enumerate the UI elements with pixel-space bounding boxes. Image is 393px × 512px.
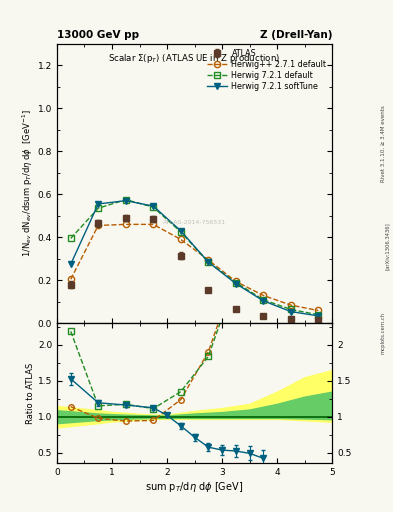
Text: mcplots.cern.ch: mcplots.cern.ch [381,312,386,354]
Y-axis label: 1/N$_{ev}$ dN$_{ev}$/dsum p$_T$/d$\eta$ d$\phi$  [GeV$^{-1}$]: 1/N$_{ev}$ dN$_{ev}$/dsum p$_T$/d$\eta$ … [20,110,35,258]
Herwig 7.2.1 default [151,204,156,210]
Herwig 7.2.1 softTune [96,201,101,207]
Herwig 7.2.1 softTune [123,198,128,204]
Herwig 7.2.1 default [261,296,266,303]
X-axis label: sum p$_T$/d$\eta$ d$\phi$ [GeV]: sum p$_T$/d$\eta$ d$\phi$ [GeV] [145,480,244,494]
Herwig 7.2.1 default [68,236,73,242]
Text: Scalar $\Sigma$(p$_T$) (ATLAS UE in Z production): Scalar $\Sigma$(p$_T$) (ATLAS UE in Z pr… [108,52,281,65]
Text: ATLAS-2014-756531: ATLAS-2014-756531 [163,220,226,225]
Line: Herwig 7.2.1 default: Herwig 7.2.1 default [68,197,321,318]
Y-axis label: Ratio to ATLAS: Ratio to ATLAS [26,363,35,424]
Herwig 7.2.1 default [123,197,128,203]
Herwig 7.2.1 softTune [206,259,211,265]
Herwig 7.2.1 default [206,259,211,265]
Herwig 7.2.1 softTune [233,281,238,287]
Herwig++ 2.7.1 default [178,237,183,243]
Herwig++ 2.7.1 default [288,302,293,308]
Herwig 7.2.1 default [233,280,238,286]
Line: Herwig++ 2.7.1 default: Herwig++ 2.7.1 default [68,221,321,314]
Herwig 7.2.1 softTune [261,298,266,304]
Herwig 7.2.1 softTune [68,261,73,267]
Herwig++ 2.7.1 default [261,292,266,298]
Legend: ATLAS, Herwig++ 2.7.1 default, Herwig 7.2.1 default, Herwig 7.2.1 softTune: ATLAS, Herwig++ 2.7.1 default, Herwig 7.… [204,46,330,94]
Herwig 7.2.1 softTune [151,203,156,209]
Herwig++ 2.7.1 default [123,221,128,227]
Text: 13000 GeV pp: 13000 GeV pp [57,30,139,40]
Herwig 7.2.1 default [96,205,101,211]
Herwig++ 2.7.1 default [206,257,211,263]
Herwig 7.2.1 softTune [178,228,183,234]
Herwig++ 2.7.1 default [316,307,321,313]
Herwig 7.2.1 default [178,229,183,235]
Herwig 7.2.1 default [288,306,293,312]
Herwig 7.2.1 default [316,312,321,318]
Line: Herwig 7.2.1 softTune: Herwig 7.2.1 softTune [68,198,321,319]
Text: Z (Drell-Yan): Z (Drell-Yan) [260,30,332,40]
Herwig++ 2.7.1 default [233,279,238,285]
Text: Rivet 3.1.10, ≥ 3.4M events: Rivet 3.1.10, ≥ 3.4M events [381,105,386,182]
Text: [arXiv:1306.3436]: [arXiv:1306.3436] [385,222,389,270]
Herwig 7.2.1 softTune [316,313,321,319]
Herwig++ 2.7.1 default [151,221,156,227]
Herwig++ 2.7.1 default [68,276,73,282]
Herwig++ 2.7.1 default [96,222,101,228]
Herwig 7.2.1 softTune [288,309,293,315]
